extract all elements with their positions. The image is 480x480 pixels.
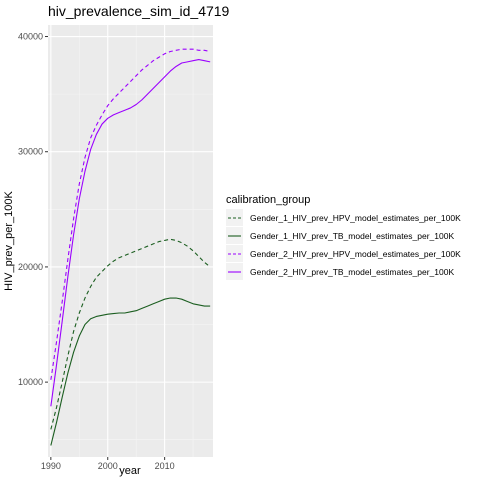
y-axis-title: HIV_prev_per_100K — [3, 191, 15, 291]
legend-label-2: Gender_1_HIV_prev_TB_model_estimates_per… — [250, 231, 454, 241]
series-line-2 — [50, 297, 211, 446]
grid-major — [48, 25, 213, 457]
legend: calibration_group Gender_1_HIV_prev_HPV_… — [226, 194, 461, 280]
legend-label-1: Gender_1_HIV_prev_HPV_model_estimates_pe… — [250, 213, 461, 223]
legend-label-3: Gender_2_HIV_prev_HPV_model_estimates_pe… — [250, 249, 461, 259]
chart-title: hiv_prevalence_sim_id_4719 — [48, 3, 230, 19]
y-tick-label: 10000 — [18, 377, 43, 387]
series-layer — [50, 48, 211, 446]
grid-minor — [48, 25, 213, 457]
y-tick-label: 40000 — [18, 32, 43, 42]
y-tick-label: 20000 — [18, 262, 43, 272]
x-tick-label: 2000 — [98, 461, 118, 471]
legend-title: calibration_group — [226, 194, 310, 206]
y-tick-label: 30000 — [18, 147, 43, 157]
plot-panel — [48, 25, 213, 457]
legend-label-4: Gender_2_HIV_prev_TB_model_estimates_per… — [250, 267, 454, 277]
x-axis: 1990 2000 2010 — [41, 457, 175, 471]
series-line-3 — [50, 48, 211, 380]
y-axis: 10000 20000 30000 40000 — [18, 32, 48, 387]
x-tick-label: 2010 — [155, 461, 175, 471]
series-line-1 — [50, 238, 211, 430]
x-tick-label: 1990 — [41, 461, 61, 471]
x-axis-title: year — [119, 465, 141, 477]
series-line-4 — [50, 59, 211, 407]
